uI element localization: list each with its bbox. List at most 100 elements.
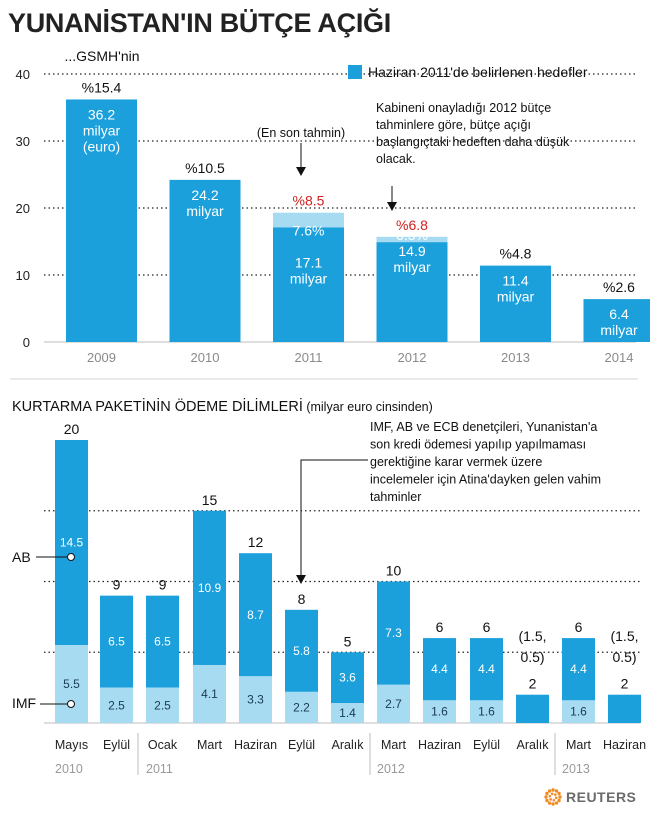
gdp-pct-label: %8.5 — [293, 193, 325, 209]
bar-imf-value: 1.6 — [570, 705, 587, 719]
x-tick-label: Mayıs — [55, 738, 88, 752]
bar-ab — [423, 638, 456, 701]
brand-name: REUTERS — [566, 789, 636, 805]
logo-dot — [547, 789, 552, 793]
bar-ab — [470, 638, 503, 701]
bar-total-label: 5 — [344, 633, 352, 649]
bar-ab-value: 4.4 — [570, 662, 587, 676]
x-tick-label: 2013 — [501, 350, 530, 365]
bar-imf-value: 4.1 — [201, 687, 218, 701]
logo-dot — [548, 794, 552, 798]
section-title: KURTARMA PAKETİNİN ÖDEME DİLİMLERİ (mily… — [12, 397, 433, 415]
bar-ab — [562, 638, 595, 701]
x-tick-label: Eylül — [473, 738, 500, 752]
bar-imf — [470, 700, 503, 723]
bar-imf-value: 2.2 — [293, 700, 310, 714]
bar-value-label: 36.2 — [88, 106, 115, 122]
reuters-logo-icon — [544, 788, 562, 806]
y-tick-label: 30 — [16, 134, 30, 149]
bar-total-label: 2 — [529, 676, 537, 692]
logo-dot — [551, 788, 555, 792]
annotation-line: IMF, AB ve ECB denetçileri, Yunanistan'a — [370, 420, 597, 434]
bar-ab — [100, 595, 133, 688]
bar-imf-value: 1.4 — [339, 706, 356, 720]
bar-ab-value: 4.4 — [478, 662, 495, 676]
series-label-ab: AB — [12, 549, 31, 565]
bar-value-label: milyar — [497, 289, 535, 305]
bar-imf-value: 5.5 — [63, 677, 80, 691]
logo-dot — [545, 798, 549, 803]
bar-ab-value: 14.5 — [60, 536, 84, 550]
logo-dot — [549, 798, 552, 801]
bar-value-label: milyar — [600, 322, 638, 338]
bar-ab-value: 10.9 — [198, 581, 222, 595]
x-tick-label: 2009 — [87, 350, 116, 365]
x-tick-label: Ocak — [148, 738, 178, 752]
arrow-down-icon — [296, 575, 306, 584]
bar-ab-value: 3.6 — [339, 671, 356, 685]
bar-total-label: 20 — [64, 421, 80, 437]
budget-deficit-chart: YUNANİSTAN'IN BÜTÇE AÇIĞI 0 10 20 30 40 2009… — [8, 7, 650, 365]
x-tick-label: 2011 — [295, 350, 323, 365]
bar-value-label: milyar — [83, 122, 121, 138]
bar-value-label: milyar — [186, 203, 224, 219]
bar-value-label: (euro) — [83, 138, 120, 154]
bar-ab — [146, 595, 179, 688]
bar-imf — [100, 687, 133, 723]
x-tick-label: Haziran — [603, 738, 646, 752]
bar-total-label: 10 — [386, 563, 402, 579]
bar-ab-value: 4.4 — [431, 662, 448, 676]
bar-imf-value: 3.3 — [247, 693, 264, 707]
bar-imf — [146, 687, 179, 723]
x-tick-label: Haziran — [418, 738, 461, 752]
annotation-latest-estimate: (En son tahmin) — [257, 126, 345, 140]
logo-dot — [552, 798, 556, 802]
bar-ab-value: 5.8 — [293, 644, 310, 658]
bar-ab — [193, 510, 226, 665]
gdp-pct-label: %2.6 — [603, 279, 635, 295]
bar-ab — [331, 652, 364, 704]
year-label: 2011 — [146, 762, 173, 776]
bar-value-label: 6.4 — [609, 306, 629, 322]
bar-imf — [331, 703, 364, 723]
bar-total — [608, 694, 641, 723]
bar-value-label: 14.9 — [398, 243, 425, 259]
bar-ab-value: 6.5 — [154, 635, 171, 649]
split-note: 0.5) — [520, 649, 544, 665]
logo-dot — [545, 791, 549, 796]
bar-value-label: 17.1 — [295, 254, 322, 270]
annotation-connector — [300, 459, 368, 578]
bar-total-label: 8 — [298, 591, 306, 607]
bar-ab — [285, 609, 318, 692]
split-note: 0.5) — [612, 649, 636, 665]
callout-dot-icon — [67, 700, 75, 708]
bar-total-label: 9 — [113, 577, 121, 593]
annotation-cabinet-line: Kabineni onayladığı 2012 bütçe — [376, 101, 551, 115]
logo-dot — [554, 796, 558, 800]
bar-ab — [55, 440, 88, 646]
legend-swatch — [348, 65, 362, 79]
bar-ab — [239, 553, 272, 677]
x-tick-label: Eylül — [103, 738, 130, 752]
x-tick-label: 2010 — [191, 350, 220, 365]
gdp-header-label: ...GSMH'nin — [64, 48, 139, 64]
logo-dot — [554, 801, 559, 805]
logo-dot — [551, 802, 555, 806]
page-title: YUNANİSTAN'IN BÜTÇE AÇIĞI — [8, 7, 391, 38]
x-tick-label: Mart — [566, 738, 592, 752]
year-label: 2013 — [562, 762, 590, 776]
bar-imf — [562, 700, 595, 723]
bar-total-label: 15 — [202, 492, 218, 508]
x-tick-label: Mart — [381, 738, 407, 752]
bar-imf — [377, 684, 410, 723]
logo-dot — [547, 801, 552, 805]
section-title-main: KURTARMA PAKETİNİN ÖDEME DİLİMLERİ — [12, 397, 303, 415]
bar-total-label: 6 — [483, 619, 491, 635]
section-subtitle: (milyar euro cinsinden) — [303, 400, 433, 414]
callout-dot-icon — [67, 553, 75, 561]
y-tick-label: 0 — [23, 335, 30, 350]
annotation-cabinet-line: olacak. — [376, 152, 416, 166]
logo-dot — [554, 789, 559, 793]
annotation-cabinet-line: başlangıçtaki hedeften daha düşük — [376, 135, 570, 149]
